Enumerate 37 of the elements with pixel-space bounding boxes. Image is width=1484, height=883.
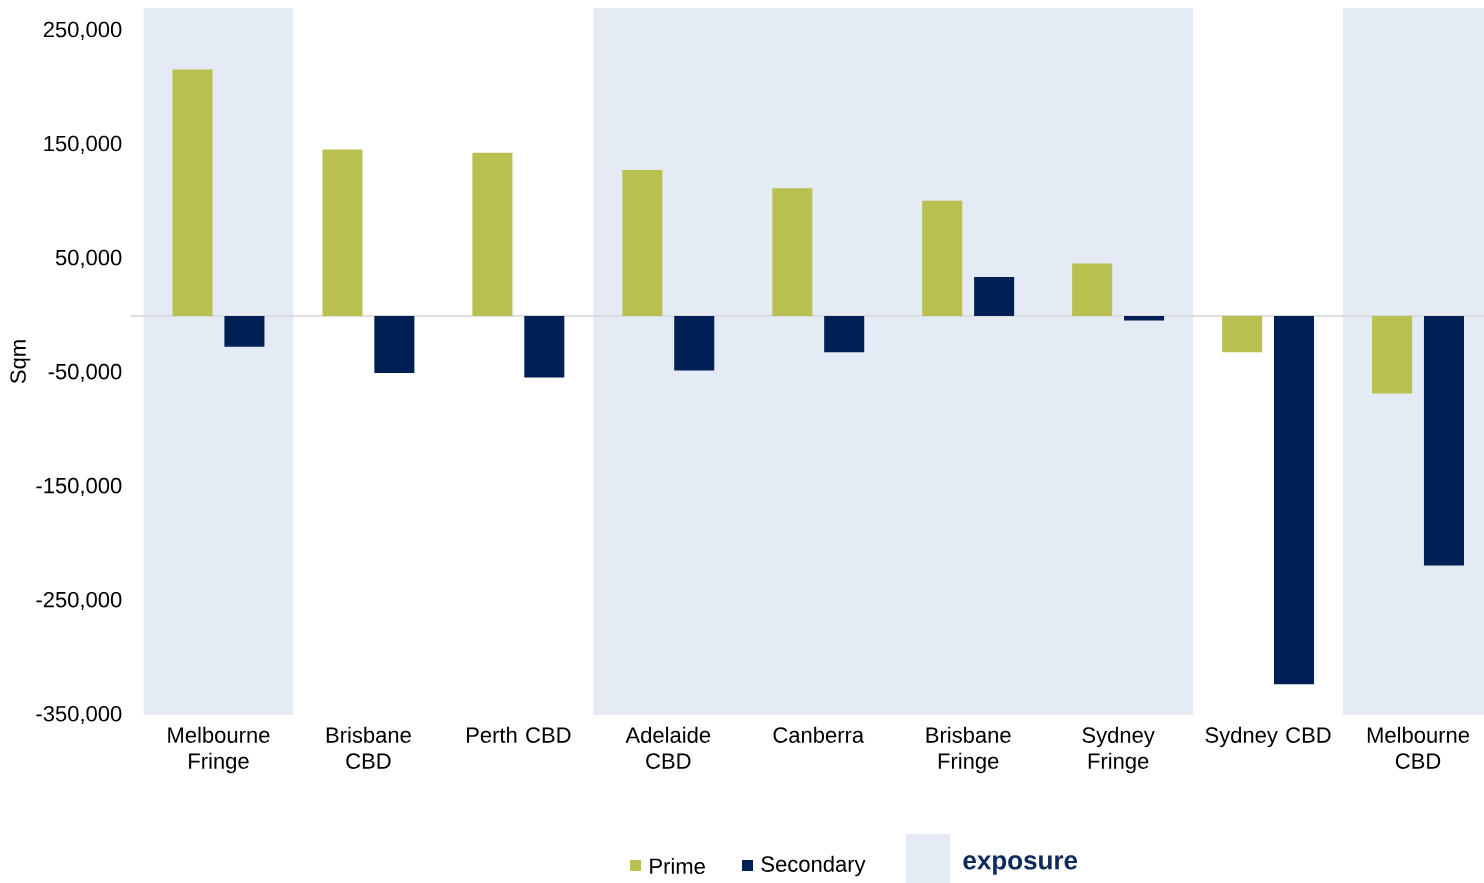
- y-tick-label: -350,000: [36, 705, 122, 725]
- bar: [322, 149, 363, 316]
- x-tick-label: Adelaide CBD: [625, 726, 711, 769]
- bar: [622, 169, 663, 316]
- y-axis-title: Sqm: [10, 340, 31, 384]
- x-tick-label: Melbourne CBD: [1367, 726, 1470, 769]
- x-tick-label: Sydney Fringe: [1082, 726, 1155, 774]
- legend-label: exposure: [963, 855, 1078, 875]
- x-tick-label: Brisbane CBD: [326, 726, 411, 769]
- bar: [974, 277, 1015, 316]
- legend-label: Prime: [650, 857, 705, 875]
- bar: [374, 315, 415, 373]
- y-tick-label: -50,000: [48, 363, 122, 382]
- bar: [674, 315, 715, 371]
- bar: [1423, 315, 1464, 566]
- bar: [224, 315, 265, 347]
- bar: [922, 200, 963, 316]
- bar: [524, 315, 565, 378]
- y-tick-label: -150,000: [36, 477, 122, 497]
- bar: [172, 69, 213, 316]
- bar: [1072, 263, 1113, 316]
- x-tick-label: Melbourne Fringe: [168, 726, 270, 774]
- x-tick-label: Perth CBD: [467, 726, 571, 743]
- bar: [472, 152, 513, 316]
- bar: [772, 188, 813, 316]
- y-tick-label: 250,000: [43, 21, 122, 40]
- bar: [824, 315, 865, 353]
- y-tick-label: 150,000: [44, 135, 122, 154]
- y-tick-label: 50,000: [55, 249, 122, 268]
- bar: [1222, 315, 1263, 353]
- x-tick-label: Sydney CBD: [1205, 726, 1331, 748]
- bar: [1274, 315, 1315, 685]
- x-tick-label: Brisbane Fringe: [926, 726, 1011, 774]
- legend-label: Secondary: [761, 855, 866, 877]
- x-tick-label: Canberra: [773, 726, 865, 743]
- y-tick-label: -250,000: [36, 591, 122, 611]
- bar: [1372, 315, 1413, 394]
